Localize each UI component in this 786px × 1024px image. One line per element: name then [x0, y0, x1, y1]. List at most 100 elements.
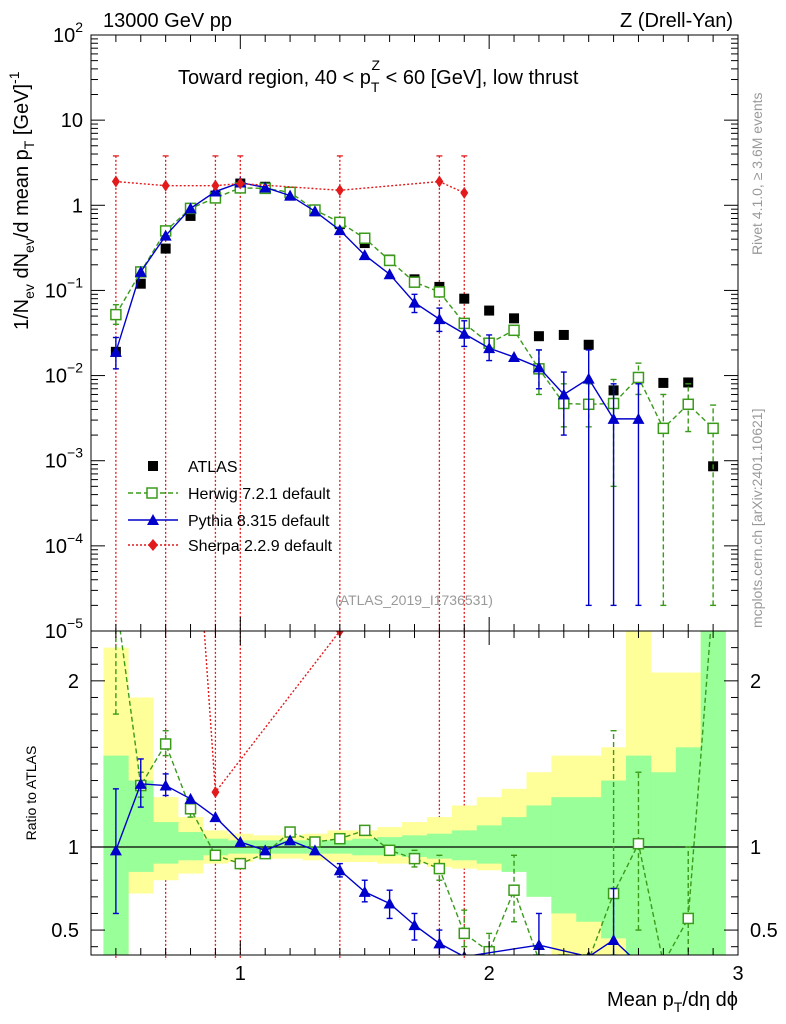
ratio-herwig-point	[558, 954, 570, 955]
ratio-pythia-point	[433, 937, 446, 949]
legend-label-herwig: Herwig 7.2.1 default	[188, 486, 331, 503]
main-pythia-point	[383, 268, 396, 280]
ratio-herwig-point	[209, 849, 222, 862]
ratio-pythia-point	[259, 844, 272, 856]
ratio-y-tick-label-left: 0.5	[51, 920, 79, 942]
ratio-herwig-point	[433, 862, 446, 875]
main-pythia-point	[134, 265, 147, 277]
legend-marker-herwig	[146, 487, 158, 499]
main-pythia-point	[508, 351, 521, 363]
ratio-herwig-point	[408, 852, 421, 865]
ratio-sherpa-point	[187, 426, 195, 438]
ratio-herwig-point	[159, 738, 172, 750]
ratio-pythia-point	[134, 777, 147, 789]
x-tick-label: 2	[484, 963, 495, 985]
ratio-pythia-point	[383, 897, 396, 909]
ratio-y-tick-label-right: 1	[750, 837, 761, 859]
main-y-tick-label: 10−3	[45, 445, 83, 473]
x-tick-label: 1	[235, 963, 246, 985]
main-y-tick-label: 1	[72, 195, 83, 217]
main-atlas-point	[683, 377, 694, 388]
arxiv-label: mcplots.cern.ch [arXiv:2401.10621]	[749, 409, 765, 628]
ratio-pythia-point	[184, 792, 197, 804]
main-pythia-point	[358, 249, 371, 261]
ratio-herwig-point	[358, 824, 371, 837]
main-herwig-point	[508, 324, 520, 337]
main-y-tick-label: 10−5	[45, 615, 83, 643]
ratio-pythia-point	[358, 885, 371, 897]
header-right: Z (Drell-Yan)	[620, 10, 733, 32]
main-pythia-point	[159, 229, 172, 241]
legend-marker-pythia	[147, 514, 159, 525]
main-pythia-point	[632, 412, 645, 424]
main-herwig-point	[110, 308, 122, 321]
main-herwig-point	[358, 232, 371, 245]
ratio-herwig-point	[508, 884, 520, 896]
main-herwig-point	[657, 422, 670, 435]
ratio-pythia-point	[234, 836, 247, 848]
main-title: Toward region, 40 < pTZ < 60 [GeV], low …	[178, 57, 579, 95]
ratio-band-bin	[700, 631, 726, 955]
main-herwig-point	[383, 254, 396, 267]
ratio-pythia-point	[284, 834, 297, 846]
main-herwig-point	[682, 398, 694, 411]
ratio-herwig-point	[234, 857, 247, 870]
main-sherpa-point	[236, 177, 245, 190]
main-sherpa-point	[435, 175, 444, 188]
main-atlas-point	[533, 331, 544, 342]
ratio-herwig-point	[334, 832, 346, 845]
ratio-pythia-point	[408, 919, 421, 931]
ratio-band-bin	[650, 772, 677, 955]
main-y-tick-label: 10	[61, 110, 83, 132]
ratio-band-bin	[551, 797, 577, 914]
x-axis-label: Mean pT/dη dϕ	[607, 989, 738, 1015]
main-pythia-point	[408, 296, 421, 308]
ratio-band-bin	[576, 797, 602, 922]
watermark: (ATLAS_2019_I1736531)	[335, 592, 493, 608]
ratio-herwig-point	[383, 844, 396, 857]
main-sherpa-point	[335, 184, 344, 197]
ratio-herwig-point	[658, 958, 668, 968]
legend: ATLAS Herwig 7.2.1 default Pythia 8.315 …	[128, 459, 333, 555]
ratio-pythia-point	[159, 779, 172, 791]
main-pythia-point	[483, 342, 496, 354]
main-pythia-point	[184, 202, 197, 214]
main-sherpa-point	[111, 175, 120, 188]
main-pythia-line	[115, 181, 639, 420]
main-y-tick-label: 102	[53, 19, 83, 47]
legend-label-atlas: ATLAS	[188, 459, 238, 476]
ratio-herwig-point	[582, 954, 595, 955]
main-pythia-point	[458, 327, 471, 339]
ratio-herwig-point	[632, 837, 645, 850]
main-y-tick-label: 10−1	[45, 274, 83, 302]
main-herwig-point	[408, 276, 421, 288]
ratio-herwig-point	[184, 803, 197, 815]
ratio-pythia-point	[607, 934, 620, 946]
ratio-pythia-point	[308, 844, 321, 856]
ratio-pythia-point	[209, 811, 222, 823]
ratio-herwig-point	[458, 927, 471, 940]
ratio-band-bin	[178, 832, 204, 861]
ratio-pythia-point	[333, 864, 346, 876]
ratio-sherpa-point	[211, 786, 220, 799]
ratio-y-tick-label-right: 2	[750, 671, 761, 693]
ratio-herwig-point	[682, 912, 694, 925]
x-tick-label: 3	[732, 963, 743, 985]
legend-marker-atlas	[148, 461, 158, 471]
ratio-y-label: Ratio to ATLAS	[23, 746, 39, 841]
ratio-band-bin	[476, 825, 502, 864]
main-atlas-point	[558, 329, 569, 340]
main-pythia-point	[532, 361, 545, 373]
main-pythia-point	[259, 181, 272, 193]
main-atlas-point	[185, 210, 196, 221]
ratio-pythia-point	[109, 844, 122, 856]
main-pythia-point	[582, 372, 595, 384]
rivet-label: Rivet 4.1.0, ≥ 3.6M events	[749, 92, 765, 255]
main-sherpa-point	[460, 186, 469, 199]
ratio-y-tick-label-left: 1	[68, 837, 79, 859]
main-pythia-point	[308, 205, 321, 217]
main-atlas-point	[135, 278, 146, 289]
ratio-band-bin	[402, 835, 428, 857]
main-y-tick-label: 10−4	[45, 530, 83, 558]
